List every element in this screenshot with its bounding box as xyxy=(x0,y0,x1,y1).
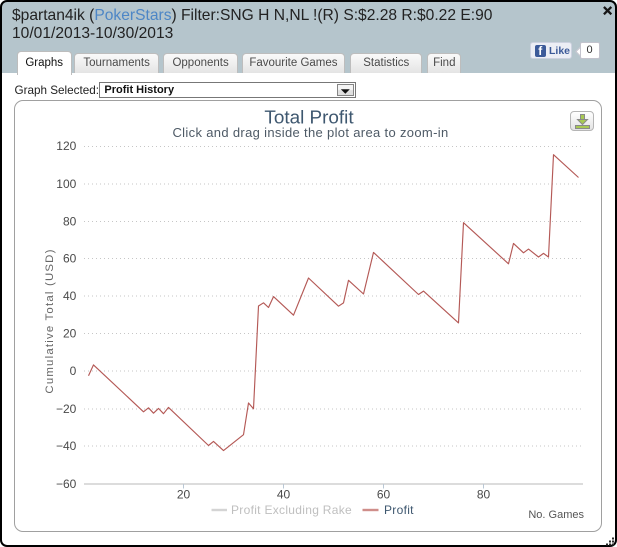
svg-text:20: 20 xyxy=(63,326,77,340)
svg-text:20: 20 xyxy=(177,487,191,501)
svg-text:40: 40 xyxy=(63,289,77,303)
svg-text:Total Profit: Total Profit xyxy=(264,107,354,128)
svg-text:−60: −60 xyxy=(56,477,77,491)
svg-text:−20: −20 xyxy=(56,402,77,416)
svg-text:100: 100 xyxy=(56,177,76,191)
svg-text:Click and drag inside the plot: Click and drag inside the plot area to z… xyxy=(172,125,448,140)
svg-text:Profit Excluding Rake: Profit Excluding Rake xyxy=(231,503,352,517)
svg-text:40: 40 xyxy=(277,487,291,501)
svg-text:80: 80 xyxy=(477,487,491,501)
svg-text:Profit: Profit xyxy=(384,503,414,517)
svg-text:120: 120 xyxy=(56,139,76,153)
svg-text:−40: −40 xyxy=(56,439,77,453)
svg-text:0: 0 xyxy=(70,364,77,378)
svg-text:No. Games: No. Games xyxy=(528,509,584,521)
svg-text:60: 60 xyxy=(63,251,77,265)
svg-text:Cumulative Total (USD): Cumulative Total (USD) xyxy=(44,248,56,393)
svg-text:60: 60 xyxy=(377,487,391,501)
svg-text:80: 80 xyxy=(63,214,77,228)
